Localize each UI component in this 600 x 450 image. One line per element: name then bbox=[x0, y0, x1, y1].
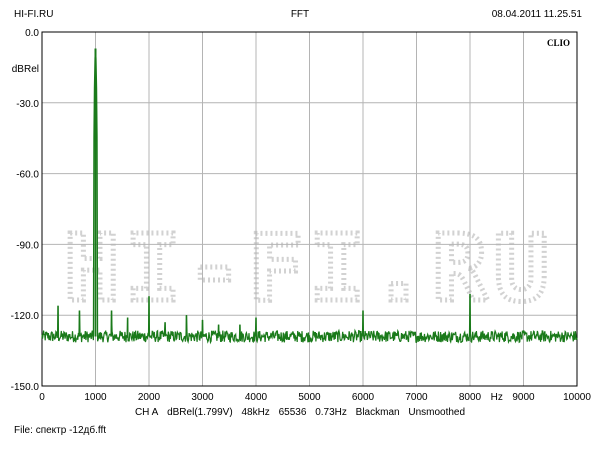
file-info: File: спектр -12дб.fft bbox=[14, 425, 106, 436]
window-label: Blackman bbox=[355, 407, 400, 418]
y-tick-label: 0.0 bbox=[25, 28, 39, 39]
header-timestamp: 08.04.2011 11.25.51 bbox=[491, 9, 582, 20]
brand-logo: CLIO bbox=[546, 38, 570, 48]
y-tick-label: -150.0 bbox=[11, 382, 40, 393]
x-tick-label: 6000 bbox=[352, 392, 375, 403]
x-tick-label: 8000 bbox=[459, 392, 482, 403]
file-prefix: File: bbox=[14, 425, 33, 436]
header-site-label: HI-FI.RU bbox=[14, 9, 54, 20]
sample-rate-label: 48kHz bbox=[241, 407, 270, 418]
y-tick-label: -30.0 bbox=[16, 99, 39, 110]
y-tick-label: -120.0 bbox=[11, 311, 40, 322]
file-name: спектр -12дб.fft bbox=[35, 425, 107, 436]
plot-frame bbox=[41, 31, 578, 387]
x-tick-label: 0 bbox=[39, 392, 45, 403]
channel-label: CH A bbox=[134, 407, 159, 418]
x-tick-label: 10000 bbox=[563, 392, 591, 403]
x-axis-unit-label: Hz bbox=[491, 392, 503, 403]
smoothing-label: Unsmoothed bbox=[408, 407, 466, 418]
x-tick-label: 3000 bbox=[191, 392, 214, 403]
resolution-label: 0.73Hz bbox=[315, 407, 347, 418]
measurement-settings: CH A dBRel(1.799V) 48kHz 65536 0.73Hz Bl… bbox=[0, 407, 600, 418]
y-tick-label: -60.0 bbox=[16, 170, 39, 181]
x-tick-label: 7000 bbox=[405, 392, 428, 403]
x-tick-label: 4000 bbox=[245, 392, 268, 403]
fft-size-label: 65536 bbox=[278, 407, 307, 418]
y-tick-label: -90.0 bbox=[16, 240, 39, 251]
x-tick-label: 1000 bbox=[84, 392, 107, 403]
x-tick-label: 9000 bbox=[512, 392, 535, 403]
x-tick-label: 5000 bbox=[298, 392, 321, 403]
spectrum-trace bbox=[41, 48, 578, 345]
x-tick-label: 2000 bbox=[138, 392, 161, 403]
unit-label: dBRel(1.799V) bbox=[167, 407, 233, 418]
header-title: FFT bbox=[290, 9, 310, 20]
y-axis-label: dBRel bbox=[12, 64, 39, 75]
